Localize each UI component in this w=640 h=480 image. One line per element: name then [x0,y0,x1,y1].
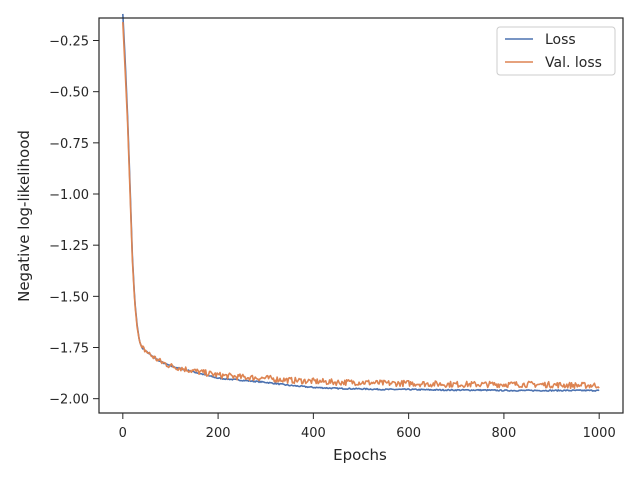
x-tick-label: 200 [206,426,231,441]
x-tick-label: 800 [491,426,516,441]
y-tick-label: −0.25 [49,35,89,50]
series-line-val-loss [122,22,600,390]
x-tick-label: 400 [301,426,326,441]
y-tick-label: −1.75 [49,342,89,357]
series-line-loss [122,13,600,392]
legend-label: Val. loss [545,55,602,71]
x-tick-label: 1000 [583,426,616,441]
plot-frame [98,17,624,414]
y-tick-label: −1.00 [49,188,89,203]
x-tick-label: 0 [119,426,127,441]
y-tick-label: −2.00 [49,393,89,408]
y-tick-label: −0.50 [49,86,89,101]
x-axis-label: Epochs [333,446,387,464]
y-tick-label: −1.50 [49,290,89,305]
y-tick-label: −0.75 [49,137,89,152]
y-tick-label: −1.25 [49,239,89,254]
y-axis-label: Negative log-likelihood [15,130,33,302]
plot-area [99,18,623,413]
x-tick-label: 600 [396,426,421,441]
legend-label: Loss [545,32,576,48]
